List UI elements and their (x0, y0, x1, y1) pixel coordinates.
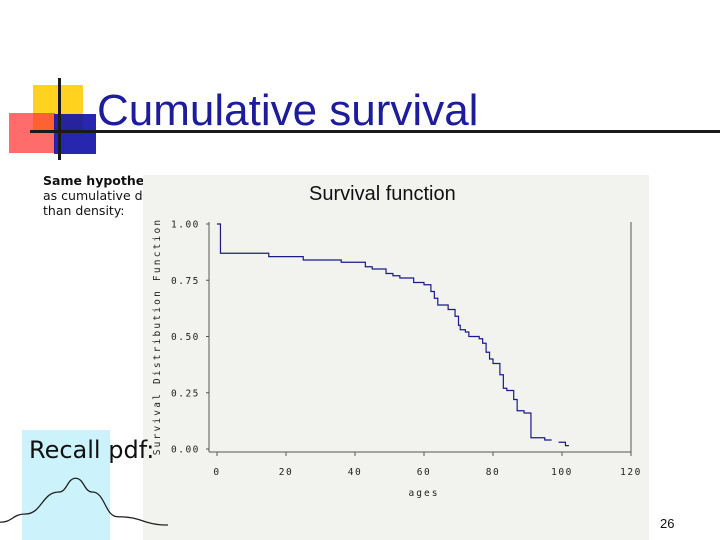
slide-title: Cumulative survival (97, 86, 479, 135)
survival-chart: Survival function 0.00 0.25 0.50 0.75 1.00 0… (152, 183, 642, 499)
y-tick-label: 0.00 (171, 445, 200, 456)
x-tick-label: 40 (348, 467, 362, 478)
x-tick-label: 0 (213, 467, 220, 478)
y-axis-label: Survival Distribution Function (152, 218, 163, 456)
series-lines (217, 223, 569, 447)
decor-blue-square (54, 114, 96, 154)
x-tick-label: 120 (620, 467, 642, 478)
survival-tail-line (558, 441, 569, 447)
survival-step-line (217, 223, 552, 441)
recall-text: Recall pdf: (29, 436, 155, 464)
page-number: 26 (660, 516, 675, 531)
y-tick-label: 0.50 (171, 332, 200, 343)
x-tick-label: 20 (279, 467, 293, 478)
y-tick-label: 1.00 (171, 220, 200, 231)
chart-panel: Survival function 0.00 0.25 0.50 0.75 1.00 0… (143, 175, 649, 540)
y-tick-label: 0.75 (171, 276, 200, 287)
decor-red-square (9, 113, 55, 153)
x-tick-label: 80 (486, 467, 500, 478)
x-ticks: 0 20 40 60 80 100 120 (213, 452, 642, 478)
x-tick-label: 60 (417, 467, 431, 478)
x-tick-label: 100 (551, 467, 573, 478)
title-underline (30, 130, 720, 133)
chart-title: Survival function (309, 183, 456, 205)
y-tick-label: 0.25 (171, 388, 200, 399)
decor-vertical-line (58, 78, 61, 160)
x-axis-label: ages (409, 488, 440, 499)
y-ticks: 0.00 0.25 0.50 0.75 1.00 (171, 220, 209, 456)
